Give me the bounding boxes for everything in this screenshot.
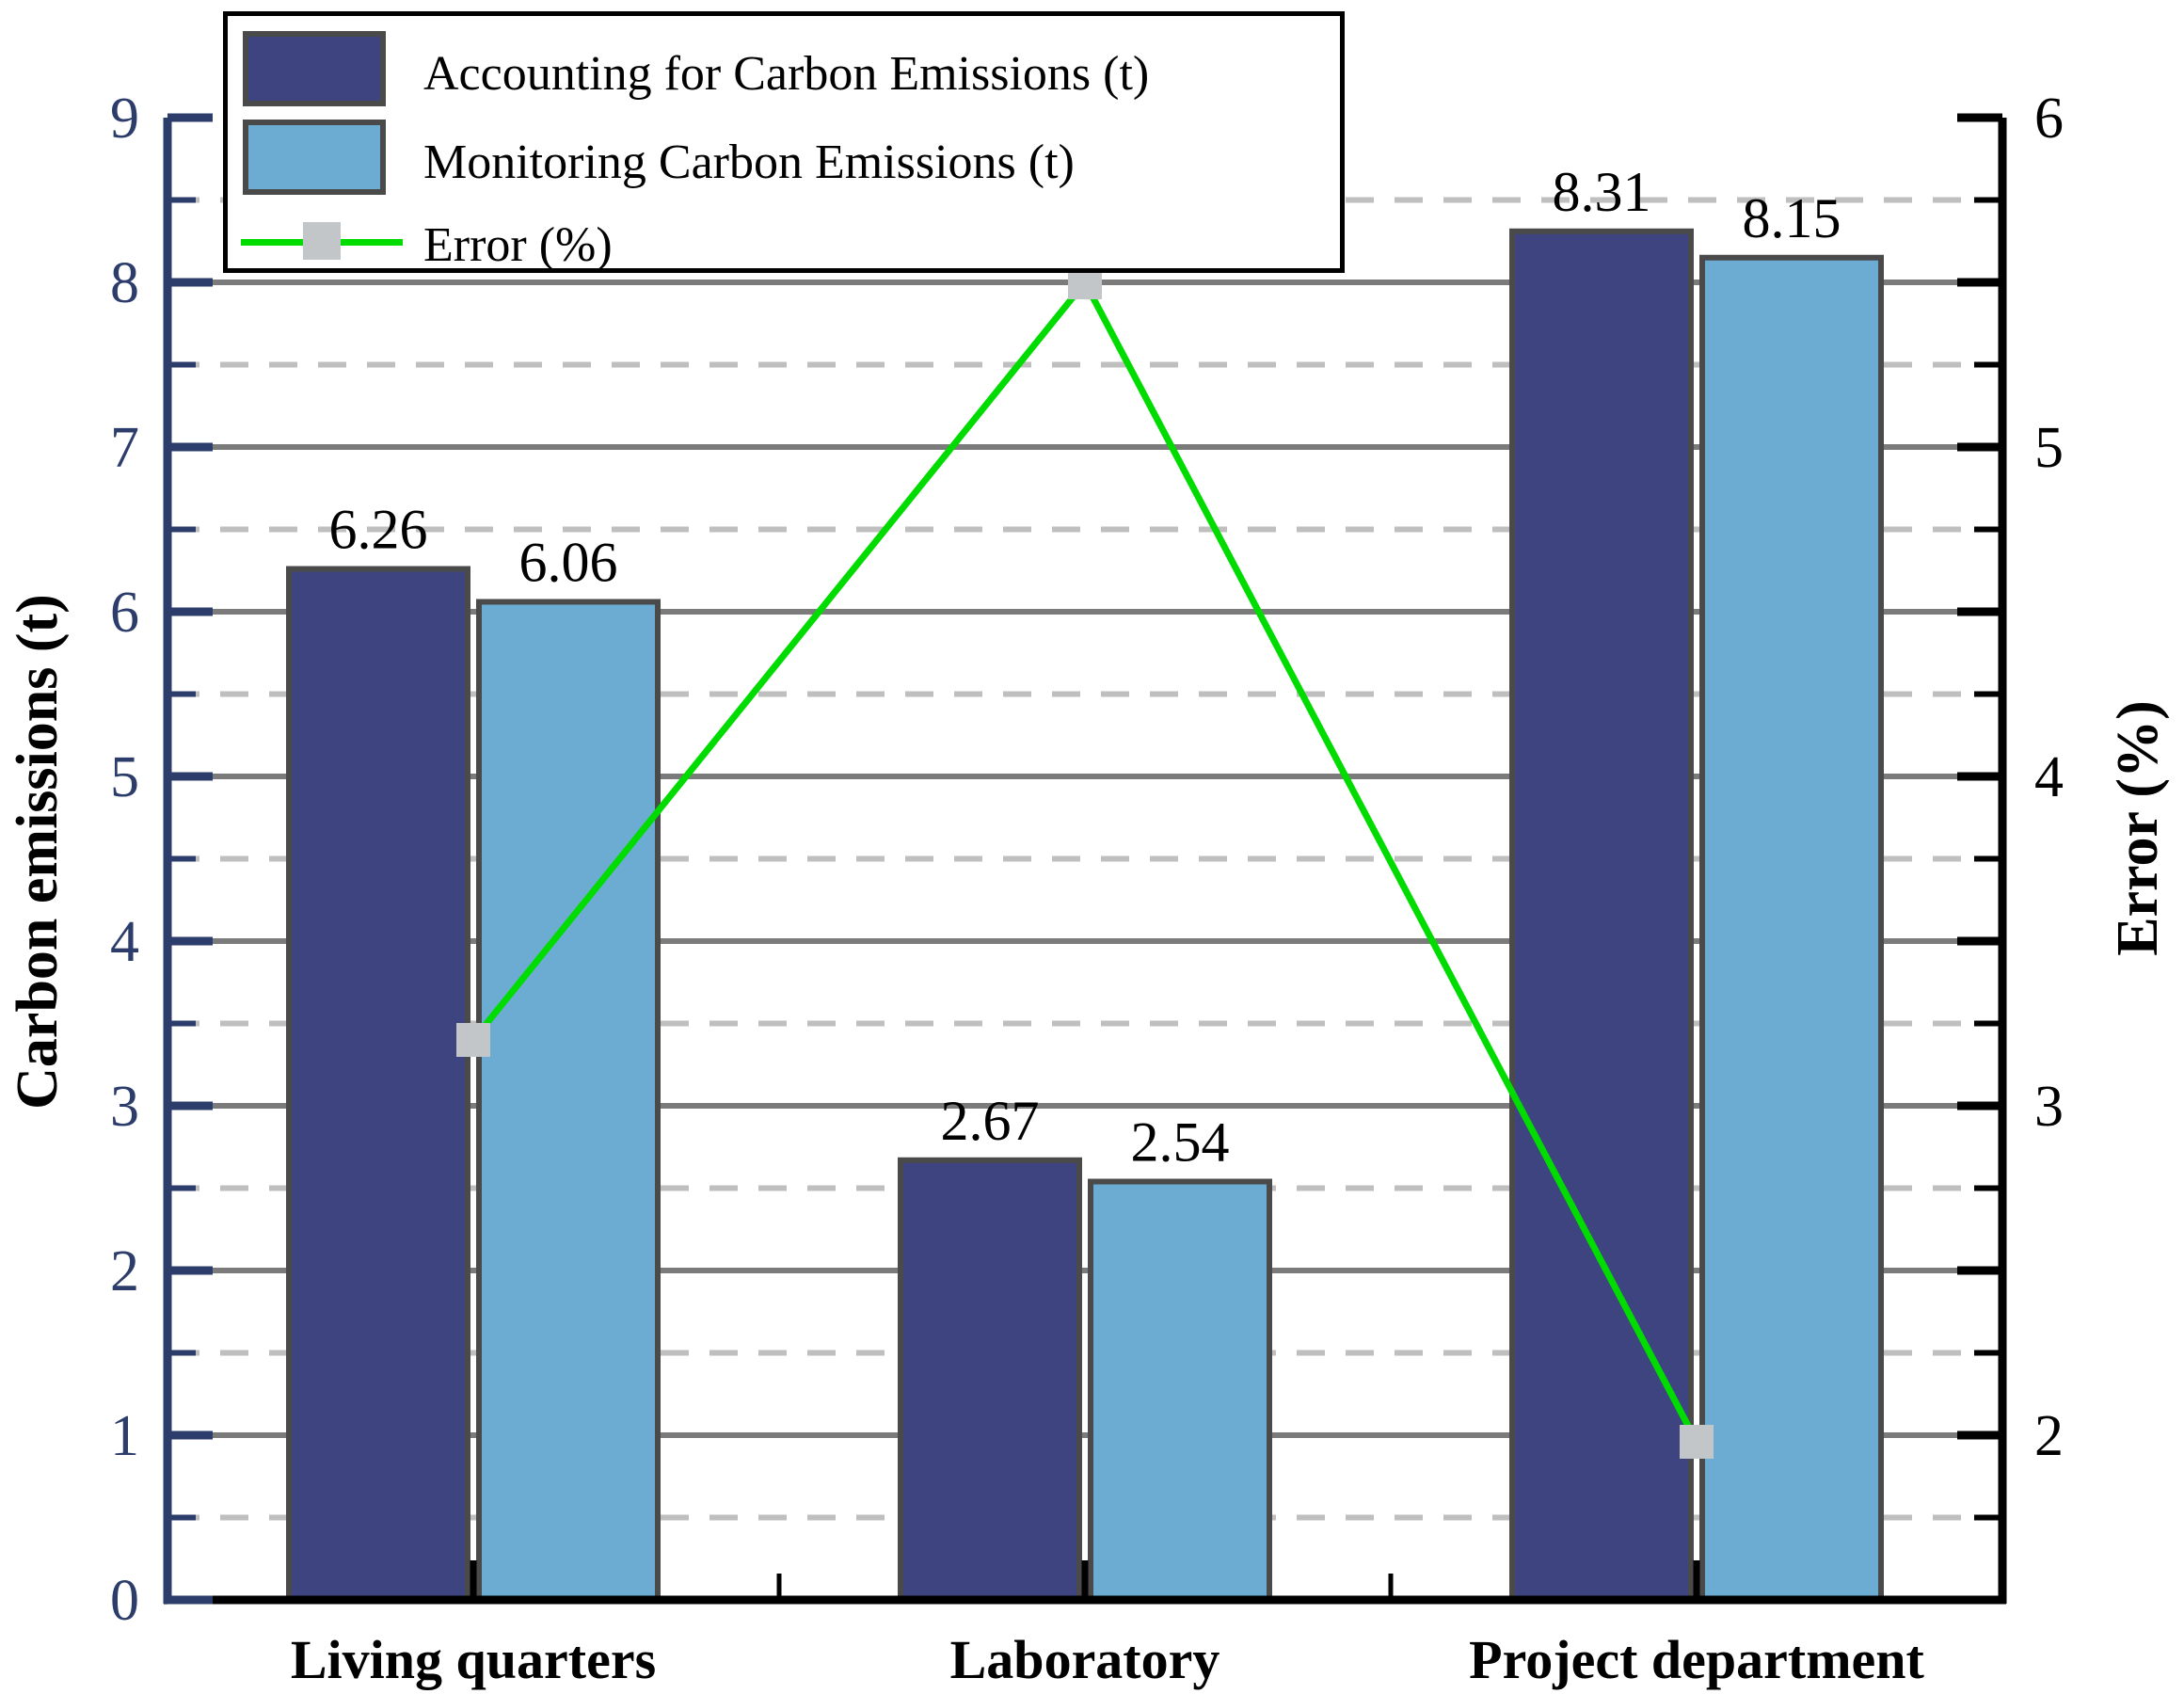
left-tick-label: 7 [110, 416, 139, 480]
bar [1088, 1178, 1272, 1603]
left-tick-label: 9 [110, 87, 139, 151]
category-label: Living quarters [291, 1629, 656, 1690]
bar-value-label: 2.54 [1131, 1111, 1230, 1174]
left-tick-label: 4 [110, 910, 139, 974]
left-tick-label: 3 [110, 1075, 139, 1139]
left-tick-label: 6 [110, 581, 139, 645]
right-axis-title: Error (%) [2106, 700, 2170, 956]
right-tick-label: 4 [2034, 745, 2064, 809]
right-axis-tick-labels: 2 3 4 5 6 [2034, 87, 2064, 1468]
bars-accounting [286, 228, 1694, 1603]
bar [476, 599, 661, 1603]
legend-swatch-accounting [243, 31, 386, 106]
right-tick-label: 2 [2034, 1404, 2064, 1468]
left-axis-title: Carbon emissions (t) [6, 594, 70, 1110]
left-axis-tick-labels: 0 1 2 3 4 5 6 7 8 9 [110, 87, 139, 1633]
left-tick-label: 0 [110, 1569, 139, 1633]
bar-value-label: 8.31 [1553, 161, 1651, 223]
x-axis-ticks [470, 1560, 1700, 1600]
left-axis-ticks [167, 113, 213, 1605]
bar [1699, 254, 1884, 1603]
bar-value-label: 8.15 [1743, 187, 1841, 249]
bar-value-label: 6.06 [519, 532, 618, 594]
left-tick-label: 2 [110, 1239, 139, 1303]
legend-swatch-monitoring [243, 120, 386, 195]
right-tick-label: 6 [2034, 87, 2064, 151]
right-axis-ticks [1957, 113, 2002, 1605]
left-tick-label: 8 [110, 251, 139, 315]
left-tick-label: 5 [110, 745, 139, 809]
right-tick-label: 3 [2034, 1075, 2064, 1139]
right-tick-label: 5 [2034, 416, 2064, 480]
legend-label-monitoring: Monitoring Carbon Emissions (t) [423, 136, 1075, 189]
bar [286, 566, 470, 1603]
bar-value-labels: 6.26 2.67 8.31 6.06 2.54 8.15 [329, 161, 1841, 1174]
legend: Accounting for Carbon Emissions (t) Moni… [223, 11, 1345, 273]
legend-label-accounting: Accounting for Carbon Emissions (t) [423, 47, 1150, 101]
error-marker [1680, 1425, 1714, 1459]
legend-label-error: Error (%) [423, 218, 613, 272]
bar-value-label: 2.67 [941, 1090, 1040, 1152]
bars-monitoring [476, 254, 1884, 1603]
bar-value-label: 6.26 [329, 499, 428, 561]
bar [898, 1157, 1082, 1603]
left-tick-label: 1 [110, 1404, 139, 1468]
category-label: Project department [1469, 1629, 1924, 1690]
bar [1509, 228, 1694, 1603]
error-marker [456, 1023, 490, 1057]
category-label: Laboratory [950, 1629, 1220, 1690]
legend-marker-error-icon [303, 222, 341, 260]
x-axis-category-labels: Living quarters Laboratory Project departm… [291, 1629, 1925, 1690]
